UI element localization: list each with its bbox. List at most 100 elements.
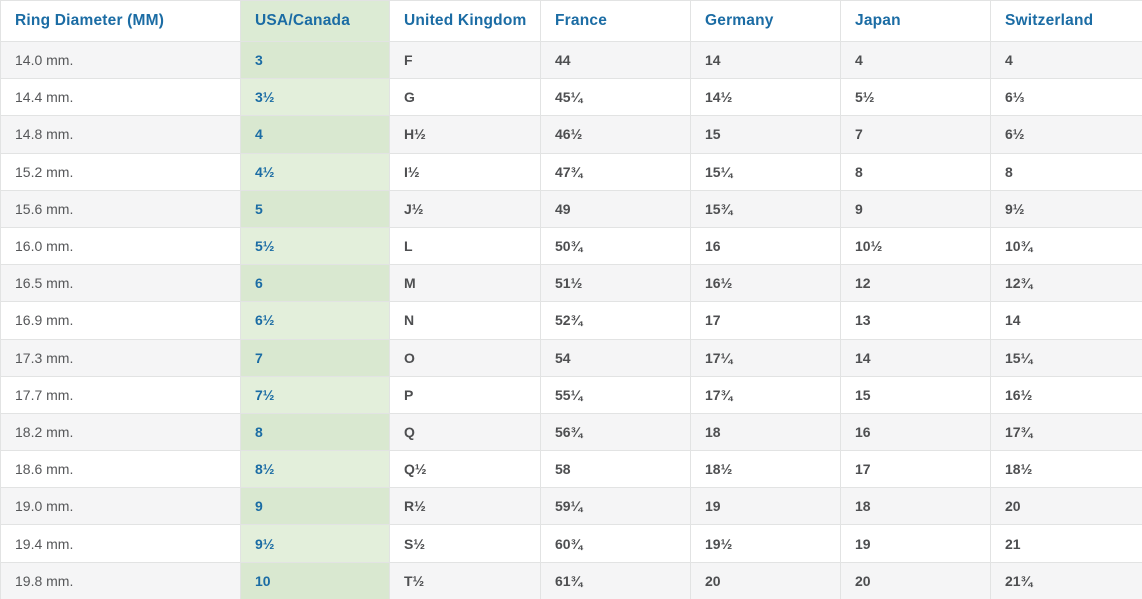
- cell-usa-canada-row-13: 9½: [240, 524, 390, 563]
- cell-germany-row-9: 17¾: [690, 375, 841, 414]
- table-row-14-8-mm: 14.8 mm. 4 H½ 46½ 15 7 6½: [0, 115, 1142, 154]
- cell-germany-row-3: 15¼: [690, 152, 841, 191]
- cell-japan-row-0: 4: [840, 40, 991, 80]
- cell-ring-diameter-mm-row-12: 19.0 mm.: [0, 487, 241, 526]
- cell-germany-row-10: 18: [690, 412, 841, 452]
- cell-ring-diameter-mm-row-6: 16.5 mm.: [0, 264, 241, 303]
- cell-united-kingdom-row-13: S½: [389, 524, 541, 563]
- cell-usa-canada-row-3: 4½: [240, 152, 390, 191]
- cell-japan-row-2: 7: [840, 115, 991, 154]
- cell-united-kingdom-row-5: L: [389, 226, 541, 266]
- cell-france-row-10: 56¾: [540, 412, 691, 452]
- table-row-19-0-mm: 19.0 mm. 9 R½ 59¼ 19 18 20: [0, 487, 1142, 526]
- cell-usa-canada-row-4: 5: [240, 189, 390, 228]
- table-row-16-0-mm: 16.0 mm. 5½ L 50¾ 16 10½ 10¾: [0, 226, 1142, 266]
- cell-switzerland-row-3: 8: [990, 152, 1142, 191]
- cell-ring-diameter-mm-row-8: 17.3 mm.: [0, 338, 241, 377]
- cell-united-kingdom-row-10: Q: [389, 412, 541, 452]
- cell-france-row-4: 49: [540, 189, 691, 228]
- cell-japan-row-10: 16: [840, 412, 991, 452]
- cell-usa-canada-row-11: 8½: [240, 450, 390, 489]
- cell-ring-diameter-mm-row-9: 17.7 mm.: [0, 375, 241, 414]
- cell-ring-diameter-mm-row-0: 14.0 mm.: [0, 40, 241, 80]
- cell-germany-row-6: 16½: [690, 264, 841, 303]
- cell-switzerland-row-14: 21¾: [990, 561, 1142, 599]
- cell-switzerland-row-7: 14: [990, 301, 1142, 340]
- cell-ring-diameter-mm-row-2: 14.8 mm.: [0, 115, 241, 154]
- cell-france-row-13: 60¾: [540, 524, 691, 563]
- cell-france-row-7: 52¾: [540, 301, 691, 340]
- cell-switzerland-row-11: 18½: [990, 450, 1142, 489]
- cell-usa-canada-row-12: 9: [240, 487, 390, 526]
- column-header-ring-diameter-mm: Ring Diameter (MM): [0, 0, 241, 42]
- cell-united-kingdom-row-0: F: [389, 40, 541, 80]
- cell-germany-row-11: 18½: [690, 450, 841, 489]
- cell-japan-row-9: 15: [840, 375, 991, 414]
- cell-usa-canada-row-9: 7½: [240, 375, 390, 414]
- cell-united-kingdom-row-14: T½: [389, 561, 541, 599]
- cell-switzerland-row-6: 12¾: [990, 264, 1142, 303]
- cell-germany-row-13: 19½: [690, 524, 841, 563]
- cell-ring-diameter-mm-row-1: 14.4 mm.: [0, 78, 241, 117]
- cell-usa-canada-row-1: 3½: [240, 78, 390, 117]
- cell-germany-row-1: 14½: [690, 78, 841, 117]
- cell-japan-row-5: 10½: [840, 226, 991, 266]
- cell-united-kingdom-row-4: J½: [389, 189, 541, 228]
- cell-france-row-8: 54: [540, 338, 691, 377]
- cell-ring-diameter-mm-row-14: 19.8 mm.: [0, 561, 241, 599]
- cell-switzerland-row-13: 21: [990, 524, 1142, 563]
- cell-usa-canada-row-2: 4: [240, 115, 390, 154]
- table-row-16-5-mm: 16.5 mm. 6 M 51½ 16½ 12 12¾: [0, 264, 1142, 303]
- cell-japan-row-14: 20: [840, 561, 991, 599]
- cell-japan-row-7: 13: [840, 301, 991, 340]
- cell-japan-row-13: 19: [840, 524, 991, 563]
- cell-switzerland-row-4: 9½: [990, 189, 1142, 228]
- cell-japan-row-6: 12: [840, 264, 991, 303]
- table-row-16-9-mm: 16.9 mm. 6½ N 52¾ 17 13 14: [0, 301, 1142, 340]
- table-row-17-7-mm: 17.7 mm. 7½ P 55¼ 17¾ 15 16½: [0, 375, 1142, 414]
- table-row-19-8-mm: 19.8 mm. 10 T½ 61¾ 20 20 21¾: [0, 561, 1142, 599]
- cell-usa-canada-row-6: 6: [240, 264, 390, 303]
- cell-united-kingdom-row-2: H½: [389, 115, 541, 154]
- table-row-18-6-mm: 18.6 mm. 8½ Q½ 58 18½ 17 18½: [0, 450, 1142, 489]
- cell-ring-diameter-mm-row-4: 15.6 mm.: [0, 189, 241, 228]
- table-row-14-4-mm: 14.4 mm. 3½ G 45¼ 14½ 5½ 6⅓: [0, 78, 1142, 117]
- column-header-switzerland: Switzerland: [990, 0, 1142, 42]
- cell-switzerland-row-8: 15¼: [990, 338, 1142, 377]
- table-row-14-0-mm: 14.0 mm. 3 F 44 14 4 4: [0, 40, 1142, 80]
- cell-switzerland-row-5: 10¾: [990, 226, 1142, 266]
- cell-usa-canada-row-8: 7: [240, 338, 390, 377]
- cell-united-kingdom-row-9: P: [389, 375, 541, 414]
- cell-switzerland-row-0: 4: [990, 40, 1142, 80]
- cell-switzerland-row-10: 17¾: [990, 412, 1142, 452]
- cell-germany-row-14: 20: [690, 561, 841, 599]
- cell-united-kingdom-row-1: G: [389, 78, 541, 117]
- cell-ring-diameter-mm-row-5: 16.0 mm.: [0, 226, 241, 266]
- cell-switzerland-row-2: 6½: [990, 115, 1142, 154]
- cell-japan-row-11: 17: [840, 450, 991, 489]
- cell-germany-row-8: 17¼: [690, 338, 841, 377]
- cell-usa-canada-row-10: 8: [240, 412, 390, 452]
- cell-france-row-11: 58: [540, 450, 691, 489]
- cell-united-kingdom-row-11: Q½: [389, 450, 541, 489]
- cell-japan-row-4: 9: [840, 189, 991, 228]
- cell-usa-canada-row-0: 3: [240, 40, 390, 80]
- cell-ring-diameter-mm-row-7: 16.9 mm.: [0, 301, 241, 340]
- cell-france-row-3: 47¾: [540, 152, 691, 191]
- cell-france-row-6: 51½: [540, 264, 691, 303]
- cell-united-kingdom-row-7: N: [389, 301, 541, 340]
- cell-ring-diameter-mm-row-3: 15.2 mm.: [0, 152, 241, 191]
- cell-usa-canada-row-14: 10: [240, 561, 390, 599]
- cell-france-row-9: 55¼: [540, 375, 691, 414]
- cell-france-row-2: 46½: [540, 115, 691, 154]
- table-row-17-3-mm: 17.3 mm. 7 O 54 17¼ 14 15¼: [0, 338, 1142, 377]
- table-row-18-2-mm: 18.2 mm. 8 Q 56¾ 18 16 17¾: [0, 412, 1142, 452]
- cell-france-row-0: 44: [540, 40, 691, 80]
- column-header-germany: Germany: [690, 0, 841, 42]
- cell-japan-row-12: 18: [840, 487, 991, 526]
- cell-usa-canada-row-5: 5½: [240, 226, 390, 266]
- column-header-usa-canada: USA/Canada: [240, 0, 390, 42]
- cell-united-kingdom-row-12: R½: [389, 487, 541, 526]
